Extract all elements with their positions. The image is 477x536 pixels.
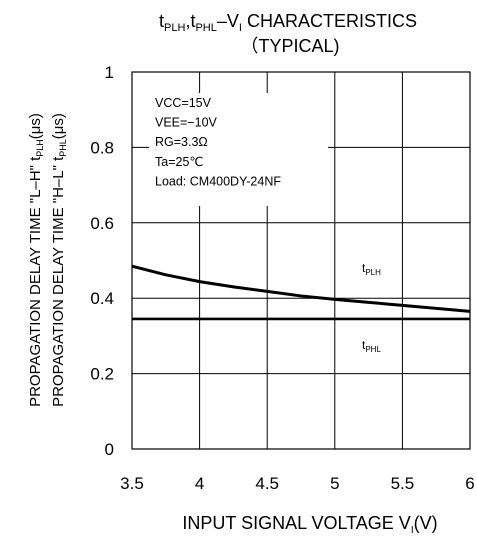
chart-title-line2: （TYPICAL) — [240, 36, 339, 56]
y-axis-label: PROPAGATION DELAY TIME "L–H" tPLH(μs) PRO… — [27, 113, 68, 407]
condition-line: Load: CM400DY-24NF — [155, 174, 281, 188]
x-tick-label: 4 — [195, 474, 204, 493]
tick-labels: 0 0.2 0.4 0.6 0.8 1 3.5 4 4.5 5 5.5 6 — [90, 63, 474, 493]
y-axis-title-line: PROPAGATION DELAY TIME "H–L" tPHL(μs) — [50, 113, 68, 407]
y-tick-label: 0.4 — [90, 289, 114, 308]
x-axis-label: INPUT SIGNAL VOLTAGE VI(V) — [182, 513, 437, 536]
x-tick-label: 5 — [330, 474, 339, 493]
y-tick-label: 0.2 — [90, 365, 114, 384]
chart-title-line1: tPLH,tPHL–VI CHARACTERISTICS — [159, 11, 417, 34]
y-tick-label: 1 — [105, 63, 114, 82]
x-tick-label: 4.5 — [255, 474, 279, 493]
x-axis-title: INPUT SIGNAL VOLTAGE VI(V) — [182, 513, 437, 536]
condition-line: VEE=−10V — [155, 116, 218, 130]
series-lines — [131, 264, 471, 321]
series-label-tPLH: tPLH — [362, 261, 381, 277]
conditions-background — [149, 93, 328, 206]
x-tick-label: 3.5 — [120, 474, 144, 493]
series-labels: tPLH tPHL — [362, 261, 381, 354]
x-tick-label: 6 — [465, 474, 474, 493]
y-axis-title-line: PROPAGATION DELAY TIME "L–H" tPLH(μs) — [27, 113, 45, 407]
condition-line: Ta=25℃ — [155, 155, 203, 169]
chart-title: tPLH,tPHL–VI CHARACTERISTICS（TYPICAL) — [159, 11, 417, 56]
condition-line: VCC=15V — [155, 96, 212, 110]
series-label-tPHL: tPHL — [362, 338, 381, 354]
series-line-tPLH — [131, 264, 471, 313]
y-tick-label: 0.6 — [90, 214, 114, 233]
x-tick-label: 5.5 — [391, 474, 415, 493]
conditions-box: VCC=15V VEE=−10V RG=3.3Ω Ta=25℃ Load: CM400D… — [149, 93, 328, 206]
y-tick-label: 0.8 — [90, 138, 114, 157]
plot-frame — [131, 71, 471, 450]
y-tick-label: 0 — [105, 440, 114, 459]
condition-line: RG=3.3Ω — [155, 135, 208, 149]
